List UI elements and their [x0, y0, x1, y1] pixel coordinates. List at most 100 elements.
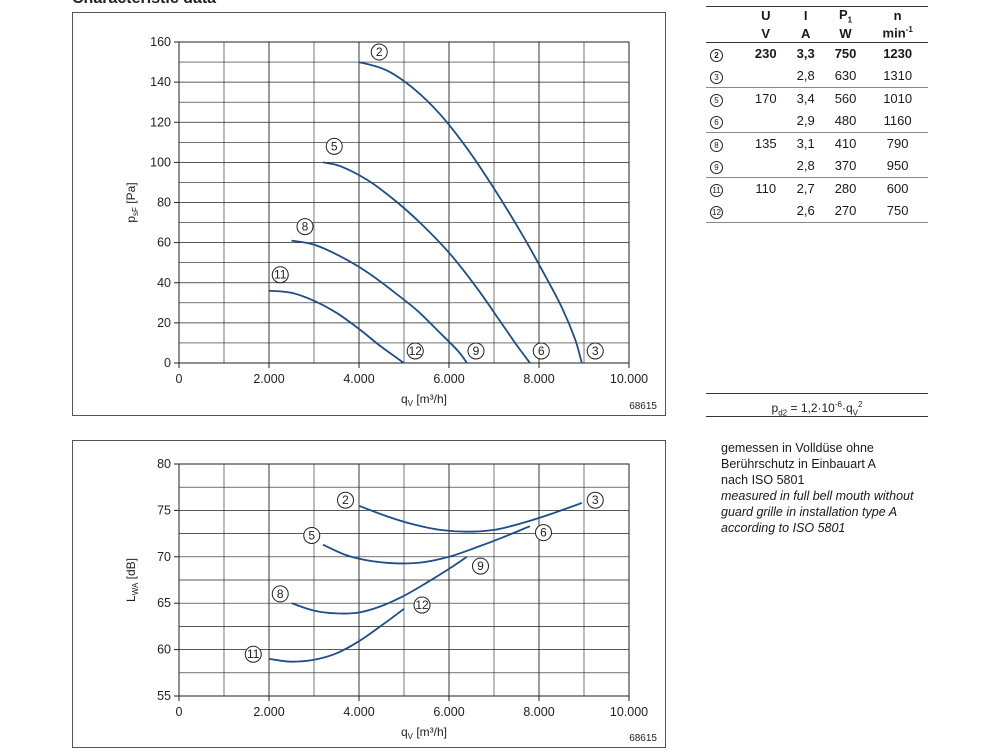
y-tick-label: 75 — [157, 503, 171, 517]
curve-label-3: 3 — [586, 342, 604, 360]
y-tick-label: 60 — [157, 643, 171, 657]
curve-label-6: 6 — [535, 524, 552, 542]
x-tick-label: 8.000 — [523, 372, 554, 386]
pressure-chart: 0 2.000 4.000 6.000 8.000 10.000 0 20 40 60 80 100 1… — [124, 35, 657, 412]
curve-label-text: 2 — [376, 45, 383, 59]
curve-label-circle — [413, 596, 431, 614]
curve-label-11: 11 — [271, 266, 289, 284]
curve-number-badge: 2 — [710, 48, 723, 62]
table-cell-u — [744, 199, 788, 223]
curve-label-12: 12 — [406, 342, 424, 360]
x-tick-label: 4.000 — [343, 705, 374, 719]
table-cell-n: 750 — [867, 199, 928, 223]
table-row: 6 2,9 480 1160 — [706, 109, 928, 133]
table-cell-u — [744, 109, 788, 133]
x-tick-label: 10.000 — [610, 372, 648, 386]
col-header-n: n — [867, 5, 928, 25]
y-tick-label: 20 — [157, 316, 171, 330]
y-tick-label: 65 — [157, 596, 171, 610]
curve-id-cell: 5 — [706, 87, 744, 110]
curve-label-2: 2 — [370, 43, 388, 61]
curve-label-circle — [325, 137, 343, 155]
curve-label-text: 11 — [247, 647, 260, 661]
table-cell-i: 3,1 — [796, 136, 815, 152]
series-line-5 — [322, 161, 531, 364]
table-cell-p: 270 — [823, 199, 868, 223]
table-cell-p: 480 — [823, 109, 868, 133]
curve-label-circle — [472, 557, 489, 575]
table-cell-u: 230 — [754, 46, 777, 62]
curve-label-circle — [406, 342, 424, 360]
x-tick-label: 8.000 — [523, 705, 554, 719]
curve-label-9: 9 — [467, 342, 485, 360]
curve-label-text: 6 — [538, 344, 545, 358]
curve-label-6: 6 — [532, 342, 550, 360]
curve-number-badge: 3 — [710, 70, 723, 84]
table-cell-i: 2,7 — [796, 181, 815, 197]
x-axis-label: qV [m³/h] — [401, 725, 447, 741]
curve-label-text: 8 — [277, 587, 284, 601]
table-cell-u: 135 — [754, 136, 777, 152]
curve-number-badge: 11 — [710, 183, 723, 197]
pressure-chart-panel: 0 2.000 4.000 6.000 8.000 10.000 0 20 40 60 80 100 1… — [72, 12, 666, 416]
y-tick-label: 0 — [164, 356, 171, 370]
y-axis-label: LWA [dB] — [124, 558, 140, 602]
unit-u: V — [744, 24, 788, 43]
y-axis-label: psF [Pa] — [124, 182, 140, 222]
curve-label-circle — [586, 342, 604, 360]
table-cell-p: 750 — [834, 46, 857, 62]
curve-id-cell: 11 — [706, 177, 744, 200]
table-cell-i: 2,8 — [787, 64, 824, 88]
curve-number-badge: 9 — [710, 160, 723, 174]
curve-label-circle — [244, 645, 262, 663]
note-de-2: Berührschutz in Einbauart A — [721, 457, 876, 471]
table-cell-p: 370 — [823, 154, 868, 178]
x-tick-label: 2.000 — [253, 372, 284, 386]
unit-p: W — [823, 24, 868, 43]
y-tick-label: 160 — [150, 35, 171, 49]
figure-id: 68615 — [629, 401, 657, 412]
curve-id-cell: 2 — [706, 42, 744, 65]
x-tick-label: 6.000 — [433, 372, 464, 386]
table-cell-u: 170 — [754, 91, 777, 107]
table-row: 11 110 2,7 280 600 — [706, 177, 928, 200]
curve-label-5: 5 — [325, 137, 343, 155]
table-cell-n: 600 — [886, 181, 909, 197]
table-cell-p: 410 — [834, 136, 857, 152]
table-cell-n: 1010 — [883, 91, 913, 107]
sound-chart-panel: 0 2.000 4.000 6.000 8.000 10.000 55 60 65 70 75 80 q… — [72, 440, 666, 748]
table-cell-p: 630 — [823, 64, 868, 88]
x-tick-label: 10.000 — [610, 705, 648, 719]
curve-id-cell: 9 — [706, 154, 744, 178]
curve-label-circle — [303, 526, 321, 544]
curve-id-cell: 3 — [706, 64, 744, 88]
header-title: Characteristic data — [72, 0, 216, 8]
series-line-2 — [358, 61, 583, 364]
curve-label-circle — [370, 43, 388, 61]
table-cell-i: 3,3 — [796, 46, 815, 62]
curve-number-badge: 8 — [710, 138, 723, 152]
series-line-5-6 — [322, 525, 531, 565]
curve-label-text: 3 — [592, 493, 599, 507]
curve-label-text: 5 — [331, 139, 338, 153]
measurement-notes: gemessen in Volldüse ohne Berührschutz i… — [721, 440, 991, 536]
y-tick-label: 60 — [157, 236, 171, 250]
curve-label-9: 9 — [472, 557, 489, 575]
col-header-p: P1 — [823, 5, 868, 25]
y-tick-label: 140 — [150, 75, 171, 89]
table-row: 12 2,6 270 750 — [706, 199, 928, 223]
curve-id-cell: 12 — [706, 199, 744, 223]
table-cell-n: 1310 — [867, 64, 928, 88]
curve-label-text: 12 — [415, 598, 429, 612]
curve-label-12: 12 — [413, 596, 431, 614]
curve-label-circle — [586, 491, 604, 509]
curve-label-8: 8 — [296, 218, 314, 236]
curve-label-circle — [532, 342, 550, 360]
curve-label-circle — [535, 524, 552, 542]
table-cell-i: 2,6 — [787, 199, 824, 223]
table-units-row: V A W min-1 — [706, 24, 928, 43]
y-tick-label: 80 — [157, 457, 171, 471]
table-row: 3 2,8 630 1310 — [706, 64, 928, 88]
figure-id: 68615 — [629, 733, 657, 744]
col-header-u: U — [744, 5, 788, 25]
